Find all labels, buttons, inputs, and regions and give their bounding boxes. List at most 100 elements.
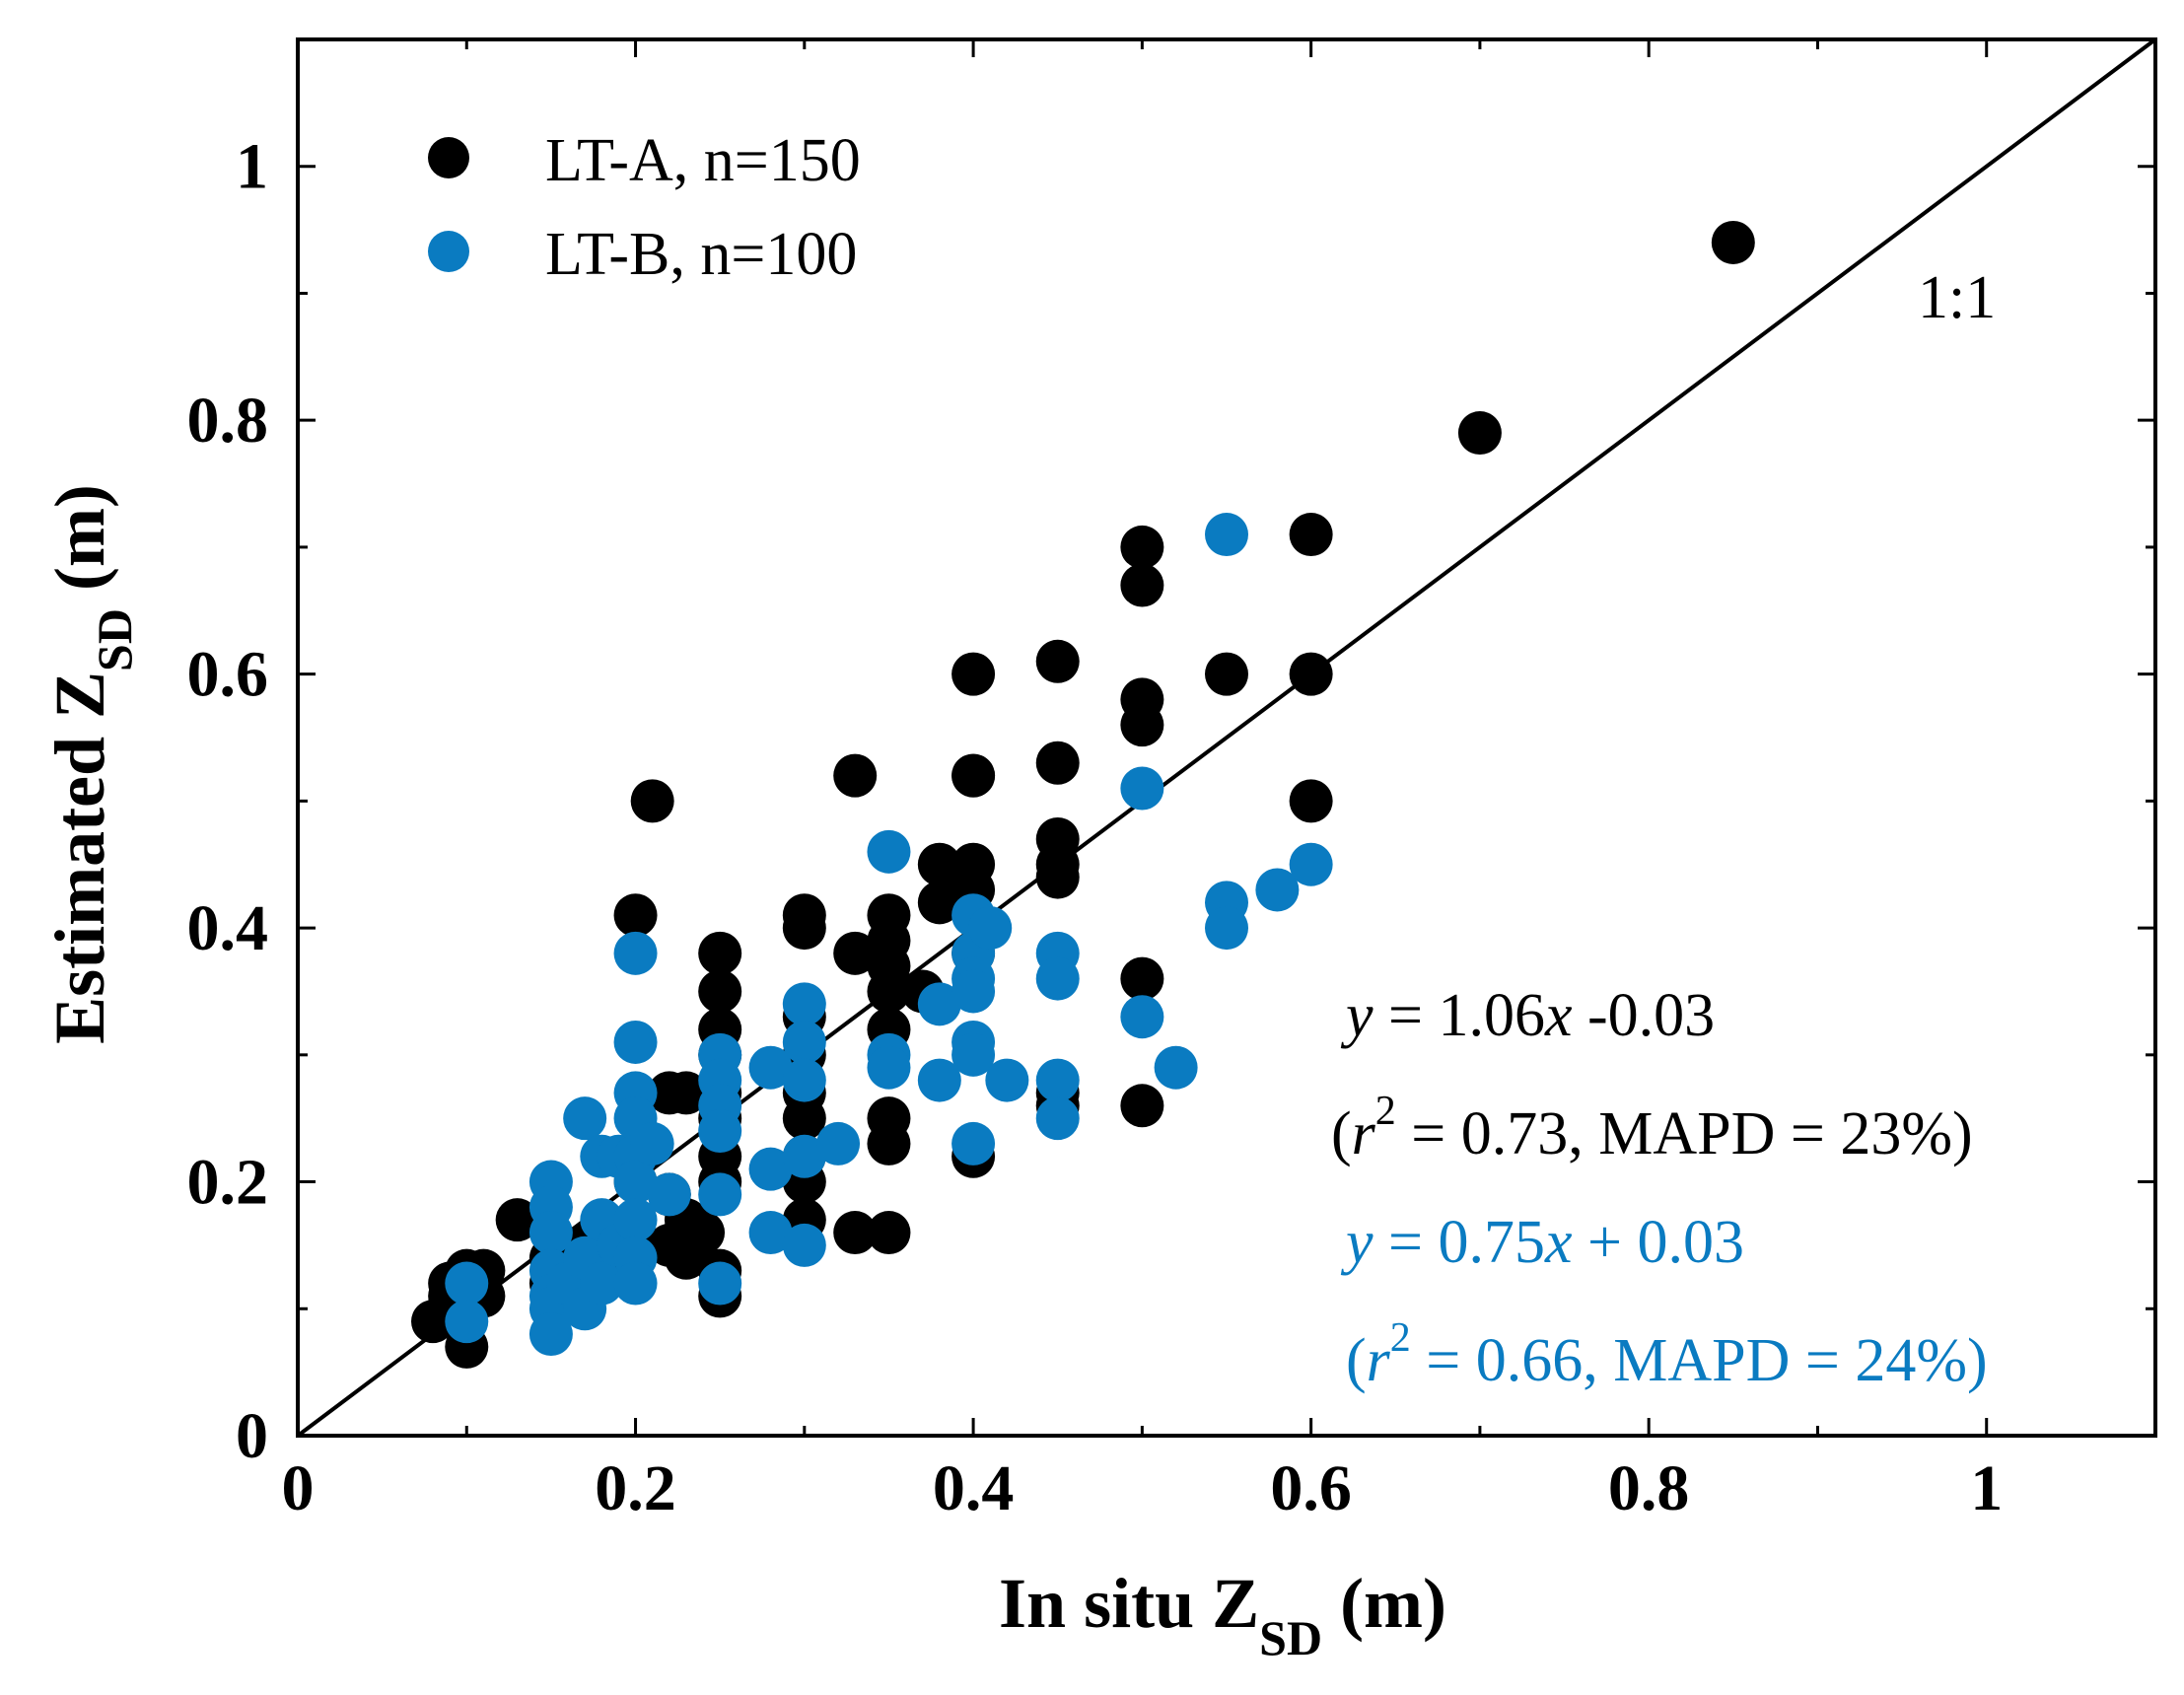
y-axis-title: Estimated ZSD (m)	[40, 484, 142, 1044]
data-point-lt-a	[1120, 563, 1164, 607]
data-point-lt-b	[613, 1261, 658, 1306]
x-tick-label: 0.8	[1608, 1452, 1690, 1524]
data-point-lt-a	[681, 1211, 726, 1255]
data-point-lt-b	[748, 1211, 793, 1255]
data-point-lt-b	[613, 931, 658, 975]
data-point-lt-b	[613, 1160, 658, 1204]
data-point-lt-b	[782, 982, 826, 1026]
data-point-lt-b	[1035, 956, 1080, 1001]
data-point-lt-b	[968, 906, 1013, 951]
data-point-lt-b	[580, 1261, 624, 1306]
data-point-lt-a	[1289, 652, 1333, 696]
data-point-lt-a	[833, 753, 878, 798]
x-tick-label: 0.4	[933, 1452, 1015, 1524]
data-points	[411, 220, 1755, 1369]
data-point-lt-a	[951, 753, 996, 798]
y-tick-label: 0.4	[187, 892, 269, 964]
data-point-lt-a	[782, 1096, 826, 1141]
data-point-lt-b	[1120, 766, 1164, 811]
regression-stats-lt-a: (r2 = 0.73, MAPD = 23%)	[1331, 1089, 1973, 1167]
y-tick-label: 0	[236, 1400, 268, 1472]
data-point-lt-b	[917, 1058, 961, 1102]
data-point-lt-b	[816, 1121, 861, 1165]
data-point-lt-b	[782, 1058, 826, 1102]
data-point-lt-a	[698, 969, 742, 1014]
x-axis-title: In situ ZSD (m)	[999, 1564, 1446, 1665]
data-point-lt-a	[1457, 411, 1502, 456]
data-point-lt-a	[782, 906, 826, 951]
data-point-lt-b	[782, 1134, 826, 1178]
data-point-lt-a	[1035, 639, 1080, 683]
data-point-lt-a	[1289, 779, 1333, 823]
data-point-lt-b	[867, 1045, 911, 1090]
x-tick-label: 0.6	[1270, 1452, 1352, 1524]
legend-marker-lt-a	[428, 137, 469, 178]
legend-label-lt-b: LT-B, n=100	[545, 221, 857, 288]
data-point-lt-b	[445, 1261, 489, 1306]
data-point-lt-b	[613, 1020, 658, 1064]
data-point-lt-b	[698, 1261, 742, 1306]
data-point-lt-a	[833, 1211, 878, 1255]
data-point-lt-a	[1120, 525, 1164, 569]
data-point-lt-b	[1154, 1045, 1198, 1090]
data-point-lt-b	[1289, 842, 1333, 886]
axis-tick-labels: 0 0.2 0.4 0.6 0.8 1 0 0.2 0.4 0.6 0.8 1	[187, 131, 2004, 1524]
data-point-lt-a	[1120, 703, 1164, 747]
regression-stats-lt-b: (r2 = 0.66, MAPD = 24%)	[1346, 1315, 1988, 1394]
data-point-lt-a	[698, 931, 742, 975]
data-point-lt-a	[867, 1121, 911, 1165]
data-point-lt-b	[867, 829, 911, 874]
data-point-lt-b	[782, 1223, 826, 1267]
data-point-lt-b	[951, 1121, 996, 1165]
data-point-lt-b	[1205, 906, 1248, 951]
data-point-lt-b	[528, 1312, 573, 1357]
data-point-lt-b	[445, 1300, 489, 1344]
y-tick-label: 0.2	[187, 1147, 269, 1219]
data-point-lt-a	[951, 652, 996, 696]
regression-annotations: y = 1.06x -0.03 (r2 = 0.73, MAPD = 23%) …	[1331, 982, 1988, 1394]
data-point-lt-b	[1035, 1096, 1080, 1141]
legend-marker-lt-b	[428, 231, 469, 272]
plot-frame	[296, 37, 2157, 1438]
legend-label-lt-a: LT-A, n=150	[545, 127, 861, 194]
data-point-lt-a	[664, 1071, 708, 1115]
data-point-lt-b	[782, 1020, 826, 1064]
data-point-lt-b	[698, 1172, 742, 1217]
data-point-lt-a	[630, 779, 674, 823]
data-point-lt-b	[698, 1109, 742, 1154]
data-point-lt-b	[917, 982, 961, 1026]
x-tick-label: 1	[1970, 1452, 2003, 1524]
data-point-lt-a	[495, 1198, 539, 1242]
data-point-lt-a	[867, 969, 911, 1014]
data-point-lt-b	[951, 1032, 996, 1077]
data-point-lt-b	[951, 969, 996, 1014]
legend: LT-A, n=150 LT-B, n=100	[428, 127, 861, 288]
x-tick-label: 0.2	[595, 1452, 676, 1524]
data-point-lt-a	[1120, 956, 1164, 1001]
data-point-lt-a	[1035, 741, 1080, 785]
data-point-lt-a	[613, 893, 658, 938]
data-point-lt-b	[563, 1096, 607, 1141]
one-to-one-label: 1:1	[1918, 264, 1996, 331]
data-point-lt-b	[630, 1121, 674, 1165]
data-point-lt-b	[748, 1045, 793, 1090]
data-point-lt-a	[1205, 652, 1248, 696]
y-tick-label: 1	[236, 131, 268, 203]
y-tick-label: 0.8	[187, 385, 269, 457]
data-point-lt-b	[1205, 513, 1248, 557]
data-point-lt-b	[1120, 995, 1164, 1039]
data-point-lt-b	[1255, 868, 1300, 912]
data-point-lt-a	[833, 931, 878, 975]
data-point-lt-a	[1035, 855, 1080, 899]
data-point-lt-a	[867, 1211, 911, 1255]
regression-equation-lt-b: y = 0.75x + 0.03	[1340, 1209, 1744, 1276]
data-point-lt-a	[1711, 220, 1755, 264]
data-point-lt-a	[1289, 513, 1333, 557]
data-point-lt-b	[613, 1198, 658, 1242]
regression-equation-lt-a: y = 1.06x -0.03	[1340, 982, 1715, 1049]
y-tick-label: 0.6	[187, 639, 269, 711]
data-point-lt-b	[528, 1211, 573, 1255]
x-tick-label: 0	[282, 1452, 315, 1524]
data-point-lt-b	[985, 1058, 1029, 1102]
